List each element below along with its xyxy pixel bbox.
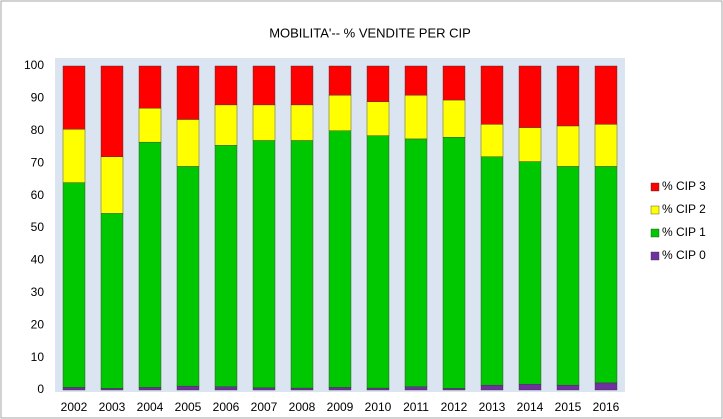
bar-segment <box>290 140 314 389</box>
bar-segment <box>214 386 238 391</box>
y-tick-label: 70 <box>31 155 45 169</box>
bar-segment <box>252 140 276 388</box>
y-tick-label: 90 <box>31 91 45 105</box>
x-tick-label: 2011 <box>403 400 429 414</box>
bar-segment <box>518 65 542 128</box>
bar-segment <box>404 65 428 96</box>
y-tick-label: 50 <box>31 220 45 234</box>
y-tick-label: 80 <box>31 123 45 137</box>
bar-segment <box>594 166 618 384</box>
y-tick-label: 0 <box>37 382 44 396</box>
bar-segment <box>62 182 86 388</box>
bar-segment <box>404 94 428 140</box>
bar-segment <box>214 145 238 387</box>
y-tick-label: 100 <box>24 58 44 72</box>
bar-segment <box>556 384 580 391</box>
bar-segment <box>556 125 580 167</box>
legend-label: % CIP 0 <box>662 248 706 262</box>
bar-segment <box>442 137 466 389</box>
bar-segment <box>290 387 314 391</box>
y-tick-label: 20 <box>31 317 45 331</box>
y-tick-label: 30 <box>31 285 45 299</box>
x-tick-label: 2016 <box>593 400 620 414</box>
bar-segment <box>594 382 618 391</box>
bar-segment <box>138 65 162 109</box>
bar-segment <box>138 387 162 391</box>
y-tick-label: 60 <box>31 188 45 202</box>
bar-segment <box>366 135 390 389</box>
bar-segment <box>62 65 86 130</box>
bar-segment <box>518 127 542 162</box>
bar-segment <box>480 65 504 125</box>
chart-title: MOBILITA'-- % VENDITE PER CIP <box>269 25 471 40</box>
bar-segment <box>404 138 428 387</box>
bar-segment <box>252 387 276 391</box>
bar-segment <box>214 104 238 146</box>
x-tick-label: 2012 <box>441 400 468 414</box>
bar-segment <box>366 101 390 136</box>
bar-segment <box>62 387 86 391</box>
y-tick-label: 10 <box>31 350 45 364</box>
x-tick-label: 2009 <box>327 400 354 414</box>
x-tick-label: 2013 <box>479 400 506 414</box>
bar-segment <box>138 107 162 143</box>
bar-segment <box>176 166 200 387</box>
x-tick-label: 2006 <box>213 400 240 414</box>
legend-label: % CIP 2 <box>662 202 706 216</box>
bar-segment <box>100 213 124 389</box>
legend-swatch <box>650 228 660 238</box>
bar-segment <box>290 104 314 141</box>
bar-segment <box>518 161 542 385</box>
bar-segment <box>594 124 618 167</box>
bar-segment <box>138 141 162 388</box>
x-tick-label: 2008 <box>289 400 316 414</box>
legend-label: % CIP 3 <box>662 179 706 193</box>
y-tick-label: 40 <box>31 253 45 267</box>
legend-swatch <box>650 205 660 215</box>
bar-segment <box>328 130 352 388</box>
bar-segment <box>594 65 618 125</box>
bar-segment <box>100 65 124 157</box>
bar-segment <box>176 385 200 391</box>
bar-segment <box>62 128 86 183</box>
bar-segment <box>518 383 542 391</box>
bar-segment <box>176 65 200 120</box>
bar-segment <box>556 166 580 386</box>
x-tick-label: 2005 <box>175 400 202 414</box>
bar-segment <box>290 65 314 106</box>
bar-segment <box>176 119 200 167</box>
bar-segment <box>556 65 580 127</box>
legend-swatch <box>650 251 660 261</box>
legend-label: % CIP 1 <box>662 225 706 239</box>
x-tick-label: 2004 <box>137 400 164 414</box>
bar-segment <box>404 386 428 391</box>
bar-segment <box>214 65 238 106</box>
bar-segment <box>480 124 504 157</box>
bar-segment <box>328 65 352 96</box>
bar-segment <box>366 65 390 102</box>
bar-segment <box>252 65 276 106</box>
bar-segment <box>442 99 466 138</box>
bar-segment <box>328 387 352 391</box>
bar-segment <box>252 104 276 141</box>
bar-segment <box>442 65 466 101</box>
x-tick-label: 2002 <box>61 400 88 414</box>
bar-segment <box>100 156 124 214</box>
x-tick-label: 2003 <box>99 400 126 414</box>
bar-segment <box>480 156 504 386</box>
bar-segment <box>480 384 504 391</box>
legend-swatch <box>650 182 660 192</box>
bar-segment <box>366 387 390 391</box>
bar-segment <box>100 388 124 391</box>
x-tick-label: 2010 <box>365 400 392 414</box>
x-tick-label: 2015 <box>555 400 582 414</box>
x-tick-label: 2014 <box>517 400 544 414</box>
x-tick-label: 2007 <box>251 400 278 414</box>
bar-segment <box>442 388 466 391</box>
bar-segment <box>328 94 352 132</box>
